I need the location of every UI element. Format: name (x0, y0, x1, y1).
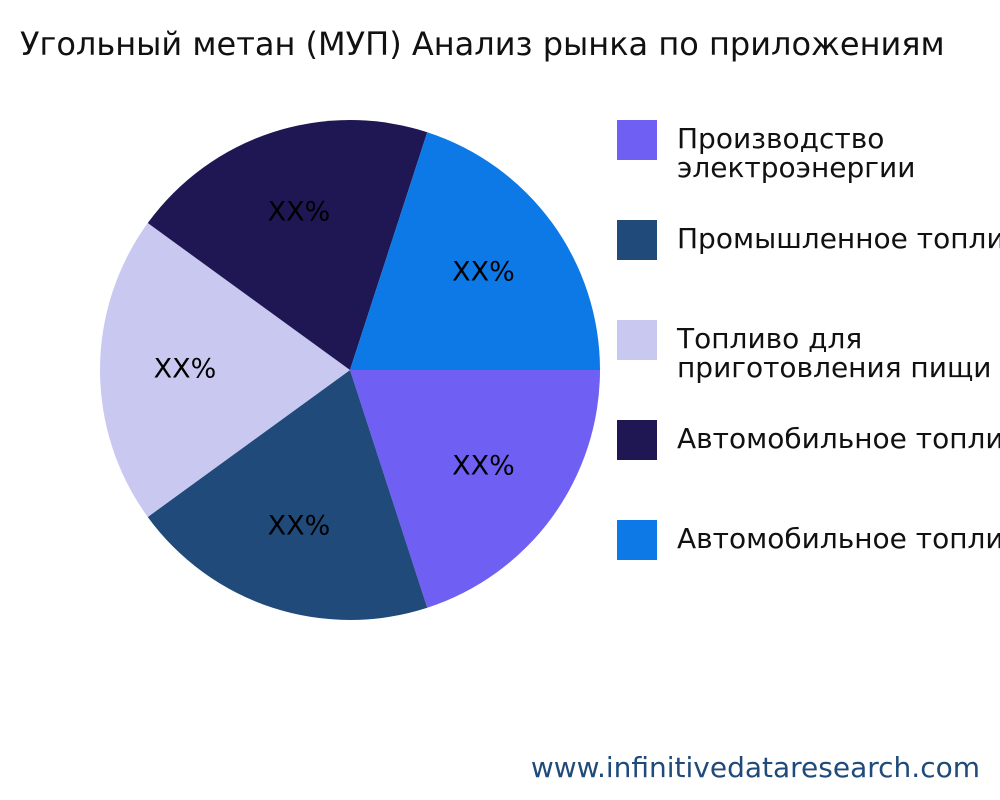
legend-swatch (617, 520, 657, 560)
legend-swatch (617, 120, 657, 160)
legend-label: Промышленное топливо (677, 222, 1000, 255)
data-label: XX% (452, 257, 515, 288)
footer: www.infinitivedataresearch.com (531, 751, 980, 784)
legend-line: Топливо для (676, 322, 862, 355)
data-label: XX% (154, 354, 217, 385)
pie-slice (147, 370, 428, 620)
legend-swatch (617, 320, 657, 360)
chart-title: Угольный метан (МУП) Анализ рынка по при… (20, 25, 945, 63)
legend-label: Автомобильное топливо (677, 422, 1000, 455)
pie-slice (350, 132, 600, 370)
legend-label: Топливо для приготовления пищи (676, 322, 992, 384)
data-label: XX% (268, 197, 331, 228)
data-label: XX% (452, 450, 515, 481)
legend-label: Производство электроэнергии (677, 122, 915, 184)
pie-slice (100, 223, 350, 517)
legend-swatch (617, 420, 657, 460)
legend-swatch (617, 220, 657, 260)
legend-line: приготовления пищи (677, 351, 992, 384)
legend-line: электроэнергии (677, 151, 915, 184)
legend-label: Автомобильное топливо (677, 522, 1000, 555)
legend-line: Производство (677, 122, 884, 155)
pie-slice (147, 120, 428, 370)
pie-slice (350, 370, 600, 608)
data-label: XX% (268, 510, 331, 541)
